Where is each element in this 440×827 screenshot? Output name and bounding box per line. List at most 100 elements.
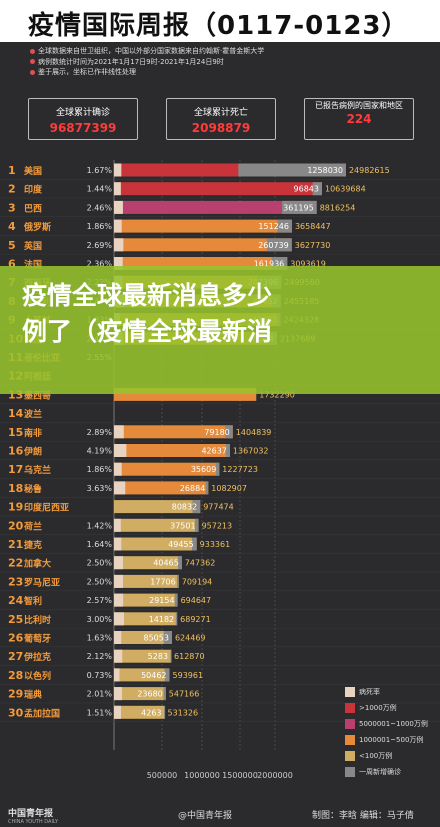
country-label: 美国 [24,165,42,177]
death-rate-bar [114,537,122,551]
death-rate-bar [114,462,122,476]
legend-swatch [345,687,355,697]
bullet-icon [30,48,35,54]
weekly-bar [215,462,220,476]
death-rate-bar [114,444,127,457]
legend-swatch [345,719,355,729]
kpi-total-deaths: 全球累计死亡 2098879 [166,98,276,140]
total-bar [114,556,182,570]
kpi-value: 2098879 [191,121,251,135]
kpi-value: 96877399 [49,121,117,135]
weekly-label: 37501 [170,521,195,530]
death-rate-label: 1.51% [87,708,113,717]
source-handle: @中国青年报 [178,811,233,821]
death-rate-bar [114,518,121,532]
weekly-bar [191,537,197,551]
weekly-label: 361195 [283,203,314,212]
total-bar [114,481,209,495]
total-label: 1404839 [236,428,272,437]
weekly-label: 260739 [258,241,289,250]
total-label: 624469 [175,634,206,643]
rank-label: 22 [8,557,23,570]
total-label: 24982615 [349,166,390,175]
total-label: 689271 [180,615,211,624]
weekly-label: 161936 [254,260,285,269]
country-label: 墨西哥 [24,390,51,401]
banner-text: 疫情全球最新消息多少 例了（疫情全球最新消 [22,281,273,346]
weekly-bar [282,200,317,214]
weekly-bar [225,425,233,439]
total-bar [114,425,233,439]
death-rate-bar [114,219,122,233]
rank-label: 15 [8,426,23,439]
rank-label: 14 [8,407,24,420]
total-label: 593961 [173,671,204,680]
death-rate-label: 2.46% [87,203,113,212]
weekly-label: 35609 [191,465,216,474]
weekly-label: 17706 [150,577,175,586]
total-bar [114,593,178,607]
weekly-label: 23680 [137,690,162,699]
note-item: 全球数据来自世卫组织，中国以外部分国家数据来自约翰斯·霍普金斯大学 [30,46,264,57]
weekly-label: 40465 [153,559,178,568]
rank-label: 28 [8,669,23,682]
legend-swatch [345,735,355,745]
total-label: 3093619 [290,260,326,269]
rank-label: 17 [8,463,23,476]
rank-label: 23 [8,575,23,588]
weekly-bar [277,219,292,233]
total-label: 747362 [185,559,216,568]
bullet-icon [30,59,35,64]
death-rate-bar [114,182,121,196]
weekly-label: 80832 [172,503,197,512]
legend-swatch [345,703,355,713]
rank-label: 19 [8,501,23,514]
total-label: 933361 [200,540,231,549]
total-label: 694647 [181,596,212,605]
total-bar [114,219,292,233]
death-rate-bar [114,163,122,177]
total-label: 3627730 [295,241,331,250]
death-rate-label: 2.69% [87,241,113,250]
rank-label: 16 [8,445,24,458]
rank-label: 1 [8,164,16,177]
legend: 病死率 >1000万例 5000001~1000万例 1000001~500万例… [345,686,428,782]
weekly-bar [164,705,166,719]
x-tick-label: 1000000 [184,771,220,780]
weekly-label: 151246 [258,222,289,231]
death-rate-label: 1.64% [87,540,113,549]
death-rate-bar [114,687,123,701]
weekly-bar [194,518,199,532]
death-rate-bar [114,649,123,663]
kpi-label: 全球累计确诊 [55,108,110,118]
country-label: 俄罗斯 [23,221,51,233]
total-label: 531326 [168,708,199,717]
total-bar [114,200,317,214]
total-label: 709194 [182,577,213,586]
legend-item: 一周新增确诊 [345,766,428,782]
weekly-label: 26884 [180,484,205,493]
total-label: 1082907 [211,484,247,493]
legend-item: 5000001~1000万例 [345,718,428,734]
rank-label: 27 [8,650,23,663]
weekly-bar [164,668,170,682]
total-label: 957213 [202,521,233,530]
weekly-bar [175,612,178,626]
rank-label: 21 [8,538,23,551]
total-label: 612870 [174,652,205,661]
death-rate-bar [114,257,123,270]
death-rate-label: 4.19% [87,447,113,456]
weekly-label: 4263 [141,708,161,717]
rank-label: 6 [8,258,16,271]
bar-chart: 1 美国 1.67% 1258030 24982615 2 印度 1.44% 96843 1063… [0,160,440,780]
total-bar [114,574,179,588]
death-rate-label: 1.86% [87,465,113,474]
total-label: 977474 [203,503,234,512]
death-rate-label: 2.57% [87,596,113,605]
total-bar [114,537,197,551]
x-tick-label: 500000 [147,771,178,780]
overlay-banner: 疫情全球最新消息多少 例了（疫情全球最新消 [0,266,440,394]
legend-swatch [345,767,355,777]
death-rate-bar [114,574,123,588]
country-label: 罗马尼亚 [24,577,60,588]
